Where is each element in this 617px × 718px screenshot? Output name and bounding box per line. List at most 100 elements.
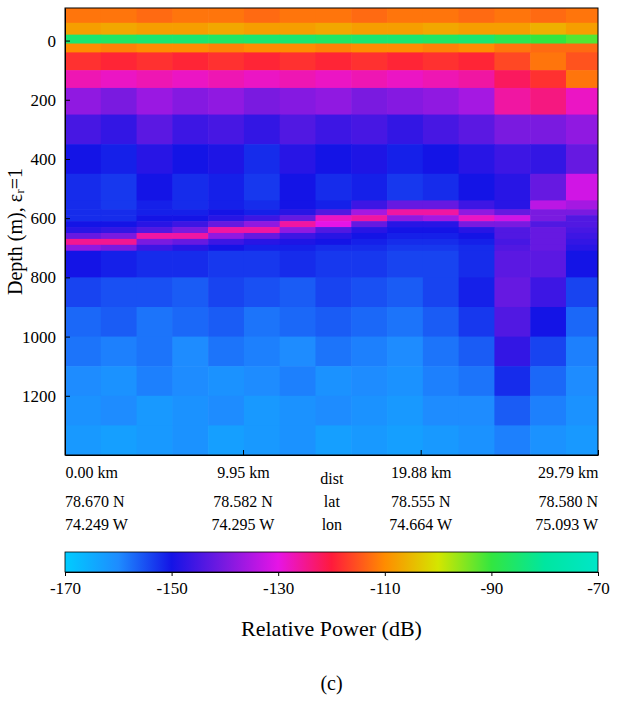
cell xyxy=(423,233,459,240)
cell xyxy=(530,233,566,240)
colorbar-axis: -170-150-130-110-90-70 xyxy=(50,572,610,598)
cell xyxy=(65,200,101,209)
cell xyxy=(101,115,137,145)
cell xyxy=(459,70,495,88)
cell xyxy=(423,35,459,44)
lon-label: 75.093 W xyxy=(535,516,599,533)
cell xyxy=(530,277,566,307)
cell xyxy=(172,251,208,278)
cell xyxy=(244,233,280,240)
cell xyxy=(530,8,566,23)
cell xyxy=(566,425,598,455)
cell xyxy=(280,115,316,145)
x-tick-label: 9.95 km xyxy=(217,464,270,481)
cell xyxy=(530,396,566,426)
cell xyxy=(459,277,495,307)
cell xyxy=(351,233,387,240)
cell xyxy=(494,88,530,115)
cell xyxy=(137,337,173,367)
y-tick-mark xyxy=(65,159,70,160)
cell xyxy=(244,209,280,216)
cell xyxy=(566,366,598,396)
cell xyxy=(208,366,244,396)
cell xyxy=(530,200,566,209)
cell xyxy=(459,88,495,115)
cell xyxy=(459,227,495,234)
cell xyxy=(566,44,598,53)
cell xyxy=(387,215,423,222)
cell xyxy=(315,144,351,174)
cell xyxy=(244,245,280,252)
plot-frame xyxy=(65,8,598,455)
cell xyxy=(423,221,459,228)
cell xyxy=(101,35,137,44)
cell xyxy=(351,277,387,307)
cell xyxy=(530,337,566,367)
cell xyxy=(172,245,208,252)
cell xyxy=(280,239,316,246)
cell xyxy=(423,88,459,115)
cell xyxy=(244,337,280,367)
cell xyxy=(566,233,598,240)
colorbar-tick: -90 xyxy=(481,572,504,598)
y-tick-label: 1000 xyxy=(22,328,56,347)
cell xyxy=(387,23,423,35)
cell xyxy=(208,337,244,367)
cell xyxy=(137,52,173,70)
cell xyxy=(459,174,495,201)
cell xyxy=(244,239,280,246)
cell xyxy=(172,233,208,240)
cell xyxy=(208,35,244,44)
cell xyxy=(459,44,495,53)
cell xyxy=(566,251,598,278)
cell xyxy=(244,200,280,209)
cell xyxy=(315,23,351,35)
cell xyxy=(494,307,530,337)
colorbar-tick-mark xyxy=(491,572,492,576)
coordinate-labels: 78.670 N74.249 W78.582 N74.295 W78.555 N… xyxy=(65,470,599,533)
cell xyxy=(280,174,316,201)
cell xyxy=(351,221,387,228)
cell xyxy=(208,425,244,455)
cell xyxy=(351,35,387,44)
cell xyxy=(280,35,316,44)
cell xyxy=(530,52,566,70)
cell xyxy=(566,239,598,246)
cell xyxy=(65,245,101,252)
cell xyxy=(459,307,495,337)
cell xyxy=(315,215,351,222)
cell xyxy=(423,23,459,35)
cell xyxy=(101,221,137,228)
cell xyxy=(351,396,387,426)
cell xyxy=(172,221,208,228)
y-tick: 800 xyxy=(31,268,71,287)
cell xyxy=(494,221,530,228)
cell xyxy=(315,251,351,278)
y-tick-mark xyxy=(65,100,70,101)
cell xyxy=(137,366,173,396)
cell xyxy=(387,233,423,240)
cell xyxy=(423,115,459,145)
cell xyxy=(101,70,137,88)
cell xyxy=(65,221,101,228)
cell xyxy=(387,209,423,216)
cell xyxy=(423,251,459,278)
cell xyxy=(101,88,137,115)
lon-label: 74.249 W xyxy=(65,516,129,533)
cell xyxy=(459,200,495,209)
cell xyxy=(423,245,459,252)
cell xyxy=(530,35,566,44)
cell xyxy=(280,277,316,307)
cell xyxy=(459,8,495,23)
cell xyxy=(172,239,208,246)
cell xyxy=(172,88,208,115)
cell xyxy=(65,88,101,115)
y-tick-label: 0 xyxy=(48,32,57,51)
cell xyxy=(280,396,316,426)
cell xyxy=(494,215,530,222)
cell xyxy=(137,251,173,278)
cell xyxy=(172,209,208,216)
cell xyxy=(387,35,423,44)
cell xyxy=(423,239,459,246)
colorbar-tick-mark xyxy=(172,572,173,576)
